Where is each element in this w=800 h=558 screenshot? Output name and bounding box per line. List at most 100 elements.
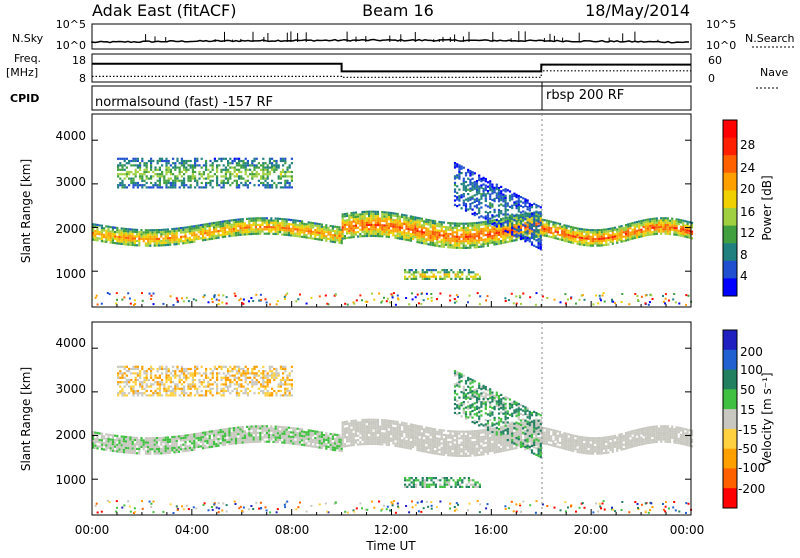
power-echo-cell: [485, 243, 487, 245]
velocity-echo-cell: [342, 426, 344, 428]
power-echo-cell: [258, 162, 260, 164]
power-echo-cell: [498, 189, 500, 191]
power-echo-cell: [457, 276, 459, 278]
power-echo-cell: [134, 231, 136, 233]
velocity-echo-cell: [259, 441, 261, 443]
power-echo-cell: [264, 228, 266, 230]
power-echo-cell: [494, 189, 496, 191]
power-echo-cell: [151, 229, 153, 231]
power-echo-cell: [491, 214, 493, 216]
power-echo-cell: [192, 178, 194, 180]
power-echo-cell: [189, 237, 191, 239]
velocity-echo-cell: [182, 435, 184, 437]
power-echo-cell: [222, 227, 224, 229]
power-echo-cell: [585, 229, 587, 231]
power-echo-cell: [426, 269, 428, 271]
power-echo-cell: [399, 235, 401, 237]
power-echo-cell: [472, 209, 474, 211]
power-echo-cell: [129, 244, 131, 246]
power-echo-cell: [253, 228, 255, 230]
power-echo-cell: [253, 184, 255, 186]
power-echo-cell: [430, 244, 432, 246]
power-echo-cell: [463, 204, 465, 206]
power-echo-cell: [463, 227, 465, 229]
power-echo-cell: [259, 224, 261, 226]
power-echo-cell: [461, 165, 463, 167]
power-echo-cell: [275, 224, 277, 226]
velocity-echo-cell: [432, 430, 434, 432]
power-echo-cell: [168, 180, 170, 182]
power-echo-cell: [226, 224, 228, 226]
power-echo-cell: [165, 169, 167, 171]
power-echo-cell: [250, 233, 252, 235]
power-echo-cell: [600, 299, 602, 301]
power-echo-cell: [223, 184, 225, 186]
power-echo-cell: [538, 216, 540, 218]
power-echo-cell: [479, 278, 481, 280]
power-echo-cell: [502, 233, 504, 235]
velocity-echo-cell: [372, 421, 374, 423]
velocity-echo-cell: [386, 422, 388, 424]
power-echo-cell: [212, 169, 214, 171]
power-echo-cell: [581, 239, 583, 241]
power-echo-cell: [623, 231, 625, 233]
power-echo-cell: [264, 184, 266, 186]
power-echo-cell: [355, 220, 357, 222]
velocity-echo-cell: [332, 442, 334, 444]
power-echo-cell: [284, 160, 286, 162]
power-echo-cell: [401, 236, 403, 238]
velocity-echo-cell: [215, 445, 217, 447]
velocity-echo-cell: [388, 433, 390, 435]
power-echo-cell: [500, 236, 502, 238]
power-echo-cell: [520, 225, 522, 227]
power-echo-cell: [290, 232, 292, 234]
velocity-echo-cell: [261, 432, 263, 434]
velocity-echo-cell: [408, 441, 410, 443]
power-echo-cell: [548, 236, 550, 238]
velocity-echo-cell: [259, 438, 261, 440]
power-echo-cell: [430, 239, 432, 241]
power-echo-cell: [540, 241, 542, 243]
power-echo-cell: [427, 234, 429, 236]
velocity-echo-cell: [220, 438, 222, 440]
velocity-echo-cell: [368, 421, 370, 423]
power-echo-cell: [239, 221, 241, 223]
power-echo-cell: [656, 217, 658, 219]
power-echo-cell: [142, 300, 144, 302]
power-echo-cell: [454, 166, 456, 168]
velocity-echo-cell: [176, 447, 178, 449]
velocity-echo-cell: [202, 434, 204, 436]
power-echo-cell: [452, 271, 454, 273]
power-echo-cell: [118, 234, 120, 236]
velocity-echo-cell: [361, 426, 363, 428]
velocity-echo-cell: [432, 443, 434, 445]
velocity-echo-cell: [379, 430, 381, 432]
power-echo-cell: [478, 239, 480, 241]
velocity-echo-cell: [357, 428, 359, 430]
power-echo-cell: [511, 236, 513, 238]
power-echo-cell: [251, 173, 253, 175]
power-echo-cell: [463, 195, 465, 197]
power-echo-cell: [334, 237, 336, 239]
power-echo-cell: [579, 228, 581, 230]
power-echo-cell: [676, 221, 678, 223]
velocity-echo-cell: [332, 438, 334, 440]
velocity-echo-cell: [350, 424, 352, 426]
power-echo-cell: [509, 223, 511, 225]
power-echo-cell: [498, 234, 500, 236]
velocity-echo-cell: [301, 444, 303, 446]
power-echo-cell: [498, 227, 500, 229]
power-echo-cell: [205, 186, 207, 188]
power-echo-cell: [649, 218, 651, 220]
power-echo-cell: [458, 195, 460, 197]
power-echo-cell: [405, 228, 407, 230]
velocity-echo-cell: [235, 427, 237, 429]
power-echo-cell: [538, 245, 540, 247]
power-echo-cell: [649, 225, 651, 227]
velocity-echo-cell: [132, 443, 134, 445]
velocity-echo-cell: [368, 432, 370, 434]
power-echo-cell: [417, 271, 419, 273]
power-echo-cell: [202, 228, 204, 230]
power-echo-cell: [286, 227, 288, 229]
power-echo-cell: [518, 197, 520, 199]
